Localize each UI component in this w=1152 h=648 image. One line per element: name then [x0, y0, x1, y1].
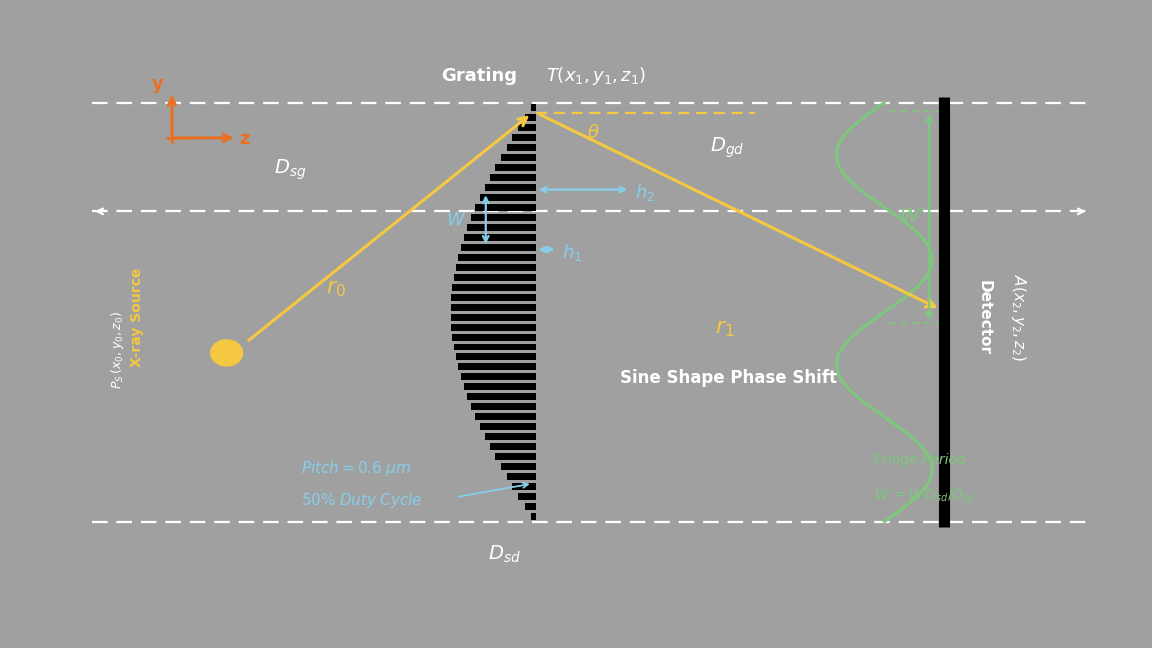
Bar — [480, 194, 536, 201]
Bar — [464, 384, 536, 390]
Text: $Pitch = 0.6\;\mu m$: $Pitch = 0.6\;\mu m$ — [302, 459, 411, 478]
Bar — [490, 443, 536, 450]
Text: $r_0$: $r_0$ — [326, 279, 347, 299]
Text: $\theta$: $\theta$ — [588, 124, 600, 142]
Text: $A(x_2,y_2,z_2)$: $A(x_2,y_2,z_2)$ — [1009, 274, 1029, 361]
Bar — [452, 323, 536, 330]
Text: $P_S\,(x_0,y_0,z_0)$: $P_S\,(x_0,y_0,z_0)$ — [108, 311, 126, 389]
Bar — [531, 104, 536, 111]
Bar — [450, 314, 536, 321]
Text: Fringe Period: Fringe Period — [874, 454, 967, 467]
Bar — [524, 114, 536, 121]
Bar — [480, 423, 536, 430]
Bar — [507, 144, 536, 151]
Bar — [501, 154, 536, 161]
Text: $50\%\;Duty\;Cycle$: $50\%\;Duty\;Cycle$ — [302, 491, 423, 511]
Bar — [495, 164, 536, 171]
Bar — [495, 454, 536, 460]
Text: $h_2$: $h_2$ — [635, 182, 655, 203]
Bar — [457, 254, 536, 260]
Bar — [507, 473, 536, 480]
Text: z: z — [240, 130, 250, 148]
Bar — [471, 214, 536, 221]
Bar — [461, 244, 536, 251]
Bar — [490, 174, 536, 181]
Text: Grating: Grating — [441, 67, 517, 85]
Bar — [455, 354, 536, 360]
Text: $W'$: $W'$ — [900, 206, 925, 226]
Text: X-ray Source: X-ray Source — [130, 268, 144, 367]
Text: $D_{gd}$: $D_{gd}$ — [710, 135, 744, 160]
Bar — [471, 404, 536, 410]
Bar — [485, 434, 536, 440]
Bar — [453, 334, 536, 340]
Bar — [452, 294, 536, 301]
Text: Sine Shape Phase Shift: Sine Shape Phase Shift — [620, 369, 838, 387]
Text: $W' = W\,D_{sd}/D_{sg}$: $W' = W\,D_{sd}/D_{sg}$ — [874, 487, 976, 506]
Bar — [468, 224, 536, 231]
Bar — [485, 184, 536, 191]
Bar — [455, 264, 536, 271]
Bar — [476, 413, 536, 421]
Text: $r_1$: $r_1$ — [715, 319, 735, 340]
Bar — [461, 373, 536, 380]
Bar — [453, 284, 536, 290]
Ellipse shape — [211, 340, 243, 366]
Text: $h_1$: $h_1$ — [561, 242, 582, 263]
Bar — [501, 463, 536, 470]
Text: $D_{sg}$: $D_{sg}$ — [274, 157, 306, 181]
Bar — [464, 234, 536, 240]
Text: y: y — [152, 75, 164, 93]
Bar — [476, 204, 536, 211]
Bar — [457, 364, 536, 371]
Text: $W$: $W$ — [446, 211, 467, 229]
Bar — [454, 343, 536, 351]
Bar — [531, 513, 536, 520]
Bar — [468, 393, 536, 400]
Text: Detector: Detector — [977, 280, 992, 355]
Bar — [454, 273, 536, 281]
Bar — [513, 483, 536, 490]
Bar — [518, 124, 536, 131]
Bar — [518, 493, 536, 500]
Text: $T(x_1,y_1,z_1)$: $T(x_1,y_1,z_1)$ — [546, 65, 646, 87]
Text: $D_{sd}$: $D_{sd}$ — [488, 544, 521, 565]
Bar — [513, 134, 536, 141]
Bar — [450, 304, 536, 310]
Bar — [524, 503, 536, 510]
